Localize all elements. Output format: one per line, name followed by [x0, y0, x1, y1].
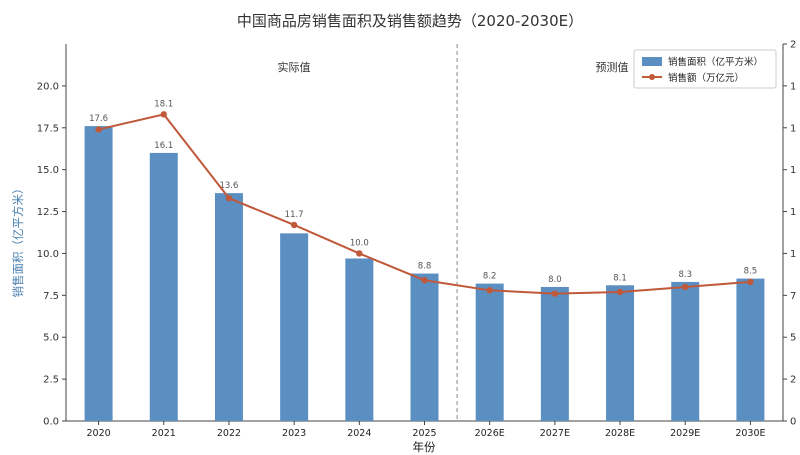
line-point [95, 126, 102, 133]
x-tick-label: 2025 [412, 428, 436, 439]
bar [410, 273, 439, 421]
bar-value-label: 17.6 [89, 114, 108, 124]
x-tick-label: 2021 [152, 428, 176, 439]
bar-value-label: 8.3 [678, 270, 692, 280]
y-tick-label: 12.5 [37, 207, 59, 218]
y2-tick-label: 1 [790, 249, 796, 260]
bar [606, 285, 635, 421]
y-tick-label: 17.5 [37, 123, 59, 134]
y2-tick-label: 5 [790, 333, 796, 344]
x-tick-label: 2024 [347, 428, 371, 439]
x-tick-label: 2029E [670, 428, 700, 439]
x-tick-label: 2028E [605, 428, 635, 439]
line-point [616, 288, 624, 296]
bar [540, 286, 569, 421]
y-axis-ticks: 0.0 2.5 5.0 7.5 10.0 12.5 15.0 17.5 20.0 [37, 81, 66, 428]
y2-tick-label: 0 [790, 417, 796, 428]
legend: 销售面积（亿平方米） 销售额（万亿元） [633, 49, 777, 89]
line-value-label: 10.0 [350, 238, 369, 248]
x-tick-label: 2023 [282, 428, 306, 439]
y2-tick-label: 1 [790, 165, 796, 176]
y-axis-label: 销售面积（亿平方米） [11, 183, 25, 298]
bar [475, 283, 504, 421]
x-tick-label: 2026E [475, 428, 505, 439]
line-point [486, 287, 493, 294]
y-tick-label: 15.0 [37, 165, 59, 176]
y2-axis-ticks: 0 2 5 7 1 1 1 1 1 2 [783, 40, 796, 428]
line-point [421, 277, 428, 284]
y-tick-label: 10.0 [37, 249, 59, 260]
legend-bar-label: 销售面积（亿平方米） [668, 56, 763, 68]
line-point [160, 111, 167, 118]
line-value-label: 11.7 [285, 210, 304, 220]
bar-value-label: 8.1 [613, 273, 627, 283]
line-series: 18.1 11.7 10.0 [95, 99, 754, 297]
line-value-label: 18.1 [154, 99, 173, 109]
x-tick-label: 2020 [86, 428, 110, 439]
chart-title: 中国商品房销售面积及销售额趋势（2020-2030E） [237, 12, 583, 30]
bar-value-label: 8.2 [483, 272, 497, 282]
y2-tick-label: 2 [790, 375, 796, 386]
x-axis-ticks: 2020 2021 2022 2023 2024 2025 2026E 2027E 2028E 2… [86, 421, 766, 439]
line-point [682, 283, 689, 291]
bar-value-label: 8.0 [548, 275, 562, 285]
x-tick-label: 2022 [217, 428, 241, 439]
legend-line-label: 销售额（万亿元） [668, 72, 744, 84]
y2-tick-label: 2 [790, 40, 796, 51]
line-point [225, 194, 233, 202]
bar-value-label: 13.6 [219, 181, 238, 191]
line-point [747, 278, 754, 286]
line-point [356, 250, 363, 257]
forecast-region-label: 预测值 [596, 61, 629, 74]
bar [149, 152, 178, 421]
y-tick-label: 2.5 [43, 375, 59, 386]
bar [345, 258, 374, 421]
bar-value-label: 16.1 [154, 141, 173, 151]
y2-tick-label: 1 [790, 123, 796, 134]
y-tick-label: 5.0 [43, 333, 59, 344]
y-tick-label: 20.0 [37, 81, 59, 92]
y2-tick-label: 7 [790, 291, 796, 302]
line-point [290, 221, 298, 229]
bar [736, 278, 765, 421]
bar-value-label: 8.5 [744, 267, 758, 277]
y-tick-label: 0.0 [43, 417, 59, 428]
bar-value-label: 8.8 [418, 262, 432, 272]
x-axis-label: 年份 [413, 440, 436, 454]
actual-region-label: 实际值 [278, 60, 311, 74]
bar [214, 193, 243, 421]
y2-tick-label: 1 [790, 207, 796, 218]
bar [671, 281, 700, 421]
bar [84, 126, 113, 421]
legend-bar-swatch [642, 57, 662, 66]
bar-series: 17.6 16.1 13.6 8.8 8.2 8.0 8.1 8.3 8.5 [84, 114, 765, 421]
y2-tick-label: 1 [790, 81, 796, 92]
legend-line-marker [649, 74, 655, 80]
x-tick-label: 2030E [735, 428, 765, 439]
x-tick-label: 2027E [540, 428, 570, 439]
line-point [551, 290, 559, 297]
legend-box [633, 49, 777, 89]
y-tick-label: 7.5 [43, 291, 59, 302]
bar [280, 233, 309, 421]
